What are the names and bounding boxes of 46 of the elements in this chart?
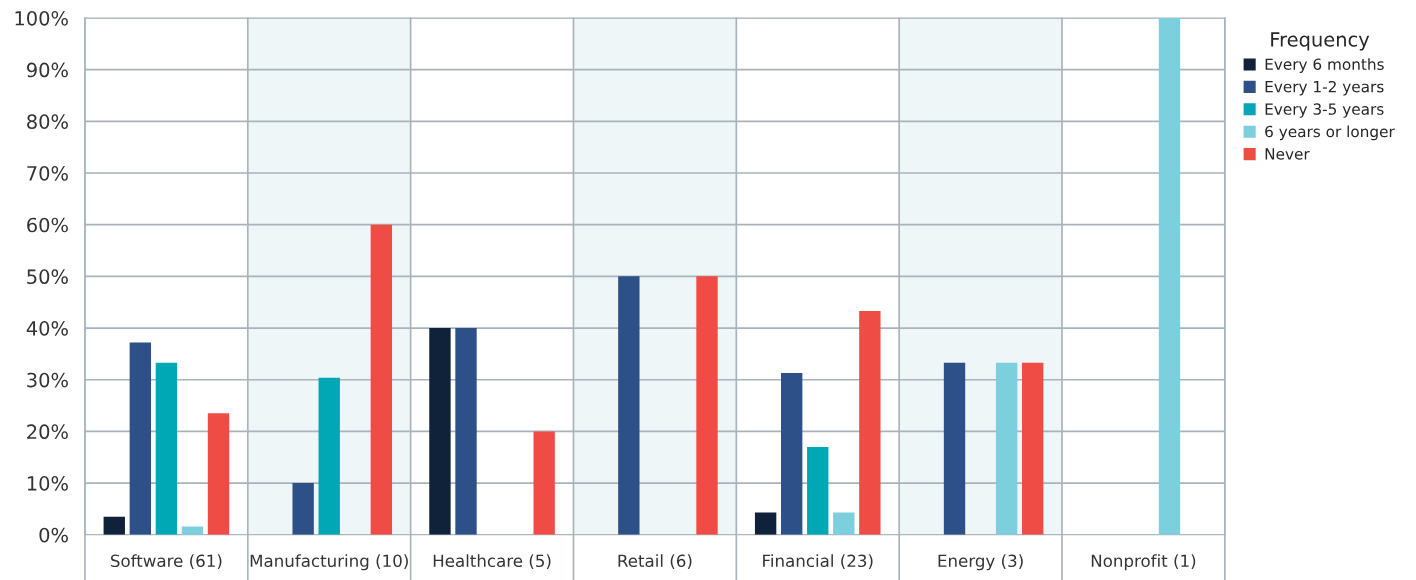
y-tick-label: 90% bbox=[26, 62, 68, 78]
bar bbox=[533, 431, 555, 535]
y-tick-label: 100% bbox=[15, 10, 68, 26]
y-tick-label: 20% bbox=[27, 424, 68, 440]
y-tick-label: 40% bbox=[26, 321, 68, 336]
y-tick-label: 80% bbox=[27, 114, 68, 129]
bar bbox=[181, 526, 204, 535]
bar bbox=[1022, 362, 1044, 535]
legend-label: Every 6 months bbox=[1265, 58, 1384, 73]
bar bbox=[754, 512, 777, 535]
bar bbox=[859, 310, 881, 535]
bar bbox=[618, 276, 640, 535]
bar bbox=[807, 446, 829, 535]
y-tick-label: 60% bbox=[27, 217, 68, 233]
bar bbox=[781, 373, 803, 535]
bar bbox=[207, 413, 230, 535]
bar bbox=[696, 276, 718, 535]
legend-label: Never bbox=[1265, 148, 1310, 160]
legend-label: 6 years or longer bbox=[1265, 125, 1395, 141]
bar bbox=[1158, 17, 1181, 535]
bar bbox=[103, 516, 125, 535]
bar bbox=[129, 342, 152, 535]
y-tick-label: 10% bbox=[27, 476, 68, 491]
y-tick-label: 30% bbox=[27, 372, 68, 388]
y-tick-label: 0% bbox=[39, 527, 68, 543]
x-tick-label: Retail (6) bbox=[618, 554, 692, 570]
bar bbox=[370, 224, 393, 535]
legend-title: Frequency bbox=[1271, 32, 1370, 51]
bar bbox=[833, 512, 855, 535]
bar bbox=[943, 362, 966, 535]
y-tick-label: 50% bbox=[27, 269, 68, 285]
legend-label: Every 1-2 years bbox=[1265, 80, 1384, 96]
bar bbox=[455, 328, 477, 535]
x-tick-label: Financial (23) bbox=[763, 554, 873, 570]
legend-label: Every 3-5 years bbox=[1265, 103, 1384, 118]
bar bbox=[292, 483, 314, 535]
bar bbox=[995, 362, 1018, 535]
x-tick-label: Manufacturing (10) bbox=[250, 554, 408, 571]
x-tick-label: Healthcare (5) bbox=[433, 554, 551, 570]
x-tick-label: Energy (3) bbox=[938, 554, 1023, 571]
bar bbox=[155, 362, 178, 535]
bar bbox=[429, 328, 451, 535]
bar bbox=[318, 377, 340, 535]
x-tick-label: Nonprofit (1) bbox=[1091, 554, 1196, 571]
x-tick-label: Software (61) bbox=[110, 554, 222, 570]
y-tick-label: 70% bbox=[27, 165, 68, 181]
